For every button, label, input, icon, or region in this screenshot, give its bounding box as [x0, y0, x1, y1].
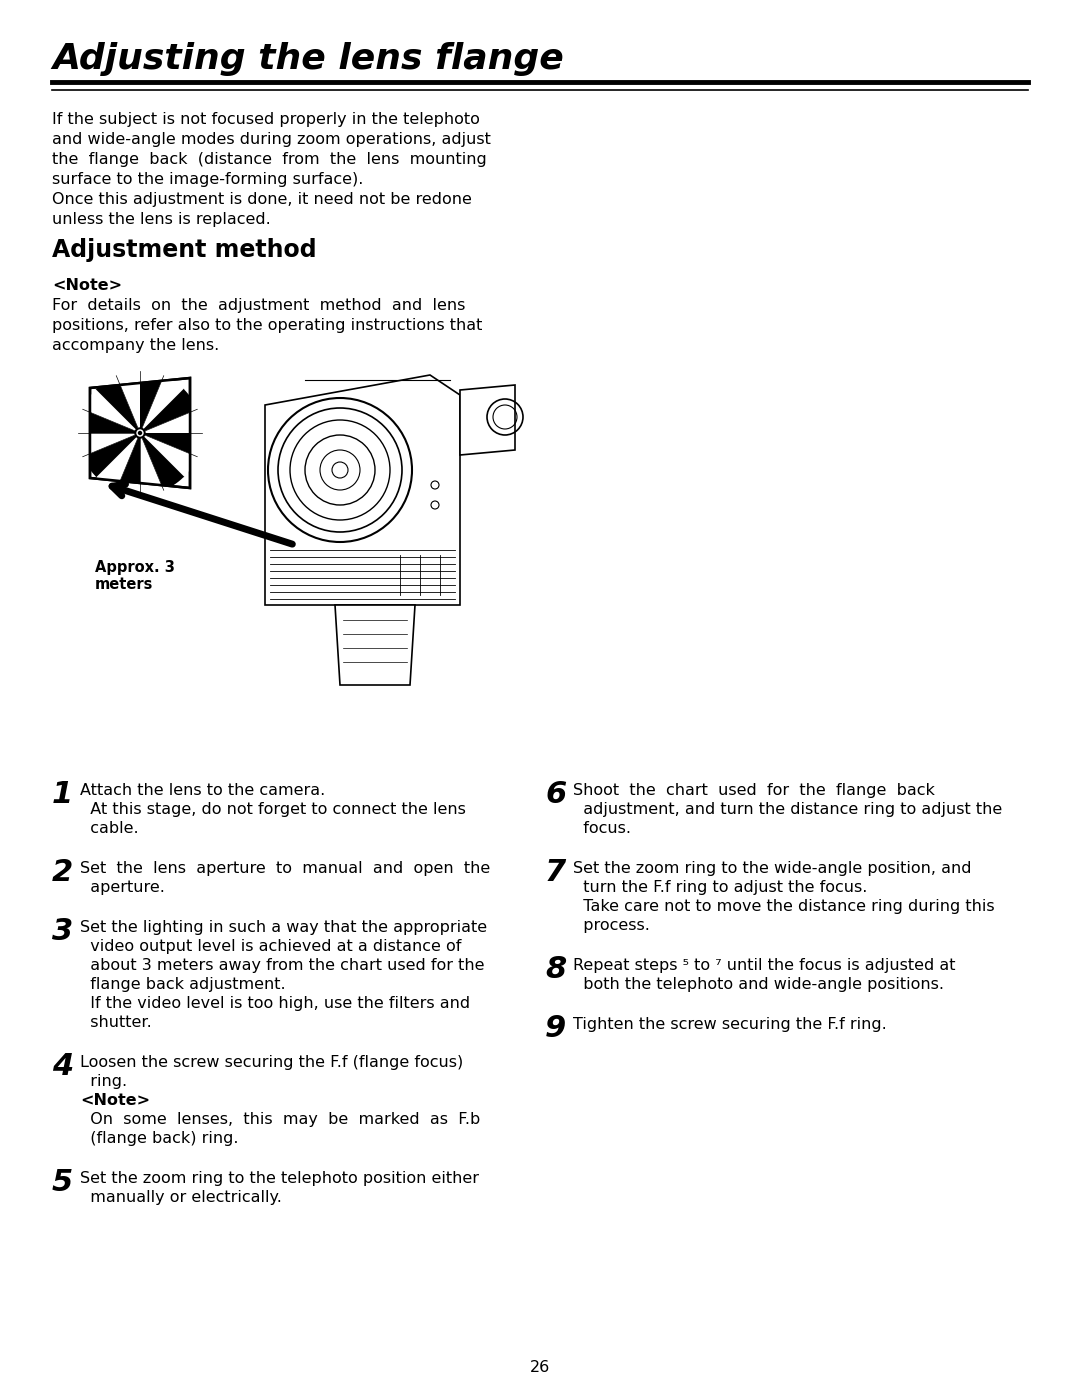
Polygon shape	[140, 433, 164, 495]
Text: and wide-angle modes during zoom operations, adjust: and wide-angle modes during zoom operati…	[52, 131, 491, 147]
Text: unless the lens is replaced.: unless the lens is replaced.	[52, 212, 271, 226]
Text: On  some  lenses,  this  may  be  marked  as  F.b: On some lenses, this may be marked as F.…	[80, 1112, 481, 1127]
Text: flange back adjustment.: flange back adjustment.	[80, 977, 285, 992]
Text: focus.: focus.	[573, 821, 631, 835]
Text: manually or electrically.: manually or electrically.	[80, 1190, 282, 1206]
Polygon shape	[78, 433, 140, 457]
Text: accompany the lens.: accompany the lens.	[52, 338, 219, 353]
Text: Set the zoom ring to the telephoto position either: Set the zoom ring to the telephoto posit…	[80, 1171, 480, 1186]
Text: both the telephoto and wide-angle positions.: both the telephoto and wide-angle positi…	[573, 977, 944, 992]
Text: If the subject is not focused properly in the telephoto: If the subject is not focused properly i…	[52, 112, 480, 127]
Polygon shape	[140, 433, 202, 457]
Text: 8: 8	[545, 956, 566, 983]
Text: (flange back) ring.: (flange back) ring.	[80, 1132, 239, 1146]
Text: Repeat steps ⁵ to ⁷ until the focus is adjusted at: Repeat steps ⁵ to ⁷ until the focus is a…	[573, 958, 956, 972]
Polygon shape	[78, 409, 140, 433]
Polygon shape	[96, 433, 140, 490]
Polygon shape	[96, 376, 140, 433]
Text: Adjustment method: Adjustment method	[52, 237, 316, 263]
Polygon shape	[265, 374, 460, 605]
Circle shape	[137, 430, 143, 436]
Text: 6: 6	[545, 780, 566, 809]
Text: Approx. 3
meters: Approx. 3 meters	[95, 560, 175, 592]
Text: Loosen the screw securing the F.f (flange focus): Loosen the screw securing the F.f (flang…	[80, 1055, 463, 1070]
Polygon shape	[83, 390, 140, 433]
Polygon shape	[140, 372, 164, 433]
Text: For  details  on  the  adjustment  method  and  lens: For details on the adjustment method and…	[52, 298, 465, 313]
Text: Take care not to move the distance ring during this: Take care not to move the distance ring …	[573, 900, 995, 914]
Text: aperture.: aperture.	[80, 880, 165, 895]
Text: Set  the  lens  aperture  to  manual  and  open  the: Set the lens aperture to manual and open…	[80, 861, 490, 876]
Text: turn the F.f ring to adjust the focus.: turn the F.f ring to adjust the focus.	[573, 880, 867, 895]
Text: 1: 1	[52, 780, 73, 809]
Polygon shape	[140, 409, 202, 433]
Polygon shape	[140, 433, 198, 476]
Text: <Note>: <Note>	[80, 1092, 150, 1108]
Polygon shape	[335, 605, 415, 685]
Polygon shape	[117, 372, 140, 433]
Text: Set the lighting in such a way that the appropriate: Set the lighting in such a way that the …	[80, 921, 487, 935]
Polygon shape	[117, 433, 140, 495]
Text: shutter.: shutter.	[80, 1016, 152, 1030]
Text: 7: 7	[545, 858, 566, 887]
Text: the  flange  back  (distance  from  the  lens  mounting: the flange back (distance from the lens …	[52, 152, 487, 168]
Text: process.: process.	[573, 918, 650, 933]
Polygon shape	[460, 386, 515, 455]
Text: Set the zoom ring to the wide-angle position, and: Set the zoom ring to the wide-angle posi…	[573, 861, 972, 876]
Text: 4: 4	[52, 1052, 73, 1081]
Text: Shoot  the  chart  used  for  the  flange  back: Shoot the chart used for the flange back	[573, 782, 935, 798]
Text: Tighten the screw securing the F.f ring.: Tighten the screw securing the F.f ring.	[573, 1017, 887, 1032]
Circle shape	[135, 427, 145, 439]
Text: positions, refer also to the operating instructions that: positions, refer also to the operating i…	[52, 319, 483, 332]
Text: 26: 26	[530, 1361, 550, 1375]
Polygon shape	[140, 376, 184, 433]
Polygon shape	[140, 390, 198, 433]
Circle shape	[431, 481, 438, 489]
Text: At this stage, do not forget to connect the lens: At this stage, do not forget to connect …	[80, 802, 465, 817]
Text: 3: 3	[52, 916, 73, 946]
Polygon shape	[90, 379, 190, 488]
Text: surface to the image-forming surface).: surface to the image-forming surface).	[52, 172, 363, 187]
Text: video output level is achieved at a distance of: video output level is achieved at a dist…	[80, 939, 461, 954]
Text: <Note>: <Note>	[52, 278, 122, 293]
Text: 9: 9	[545, 1014, 566, 1044]
Text: Once this adjustment is done, it need not be redone: Once this adjustment is done, it need no…	[52, 191, 472, 207]
Text: 2: 2	[52, 858, 73, 887]
Text: If the video level is too high, use the filters and: If the video level is too high, use the …	[80, 996, 470, 1011]
Text: adjustment, and turn the distance ring to adjust the: adjustment, and turn the distance ring t…	[573, 802, 1002, 817]
Text: Adjusting the lens flange: Adjusting the lens flange	[52, 42, 564, 75]
Text: 5: 5	[52, 1168, 73, 1197]
Circle shape	[431, 502, 438, 509]
Text: Attach the lens to the camera.: Attach the lens to the camera.	[80, 782, 325, 798]
Text: ring.: ring.	[80, 1074, 127, 1090]
Polygon shape	[83, 433, 140, 476]
Circle shape	[138, 432, 141, 434]
Text: cable.: cable.	[80, 821, 138, 835]
Text: about 3 meters away from the chart used for the: about 3 meters away from the chart used …	[80, 958, 485, 972]
Polygon shape	[140, 433, 184, 490]
